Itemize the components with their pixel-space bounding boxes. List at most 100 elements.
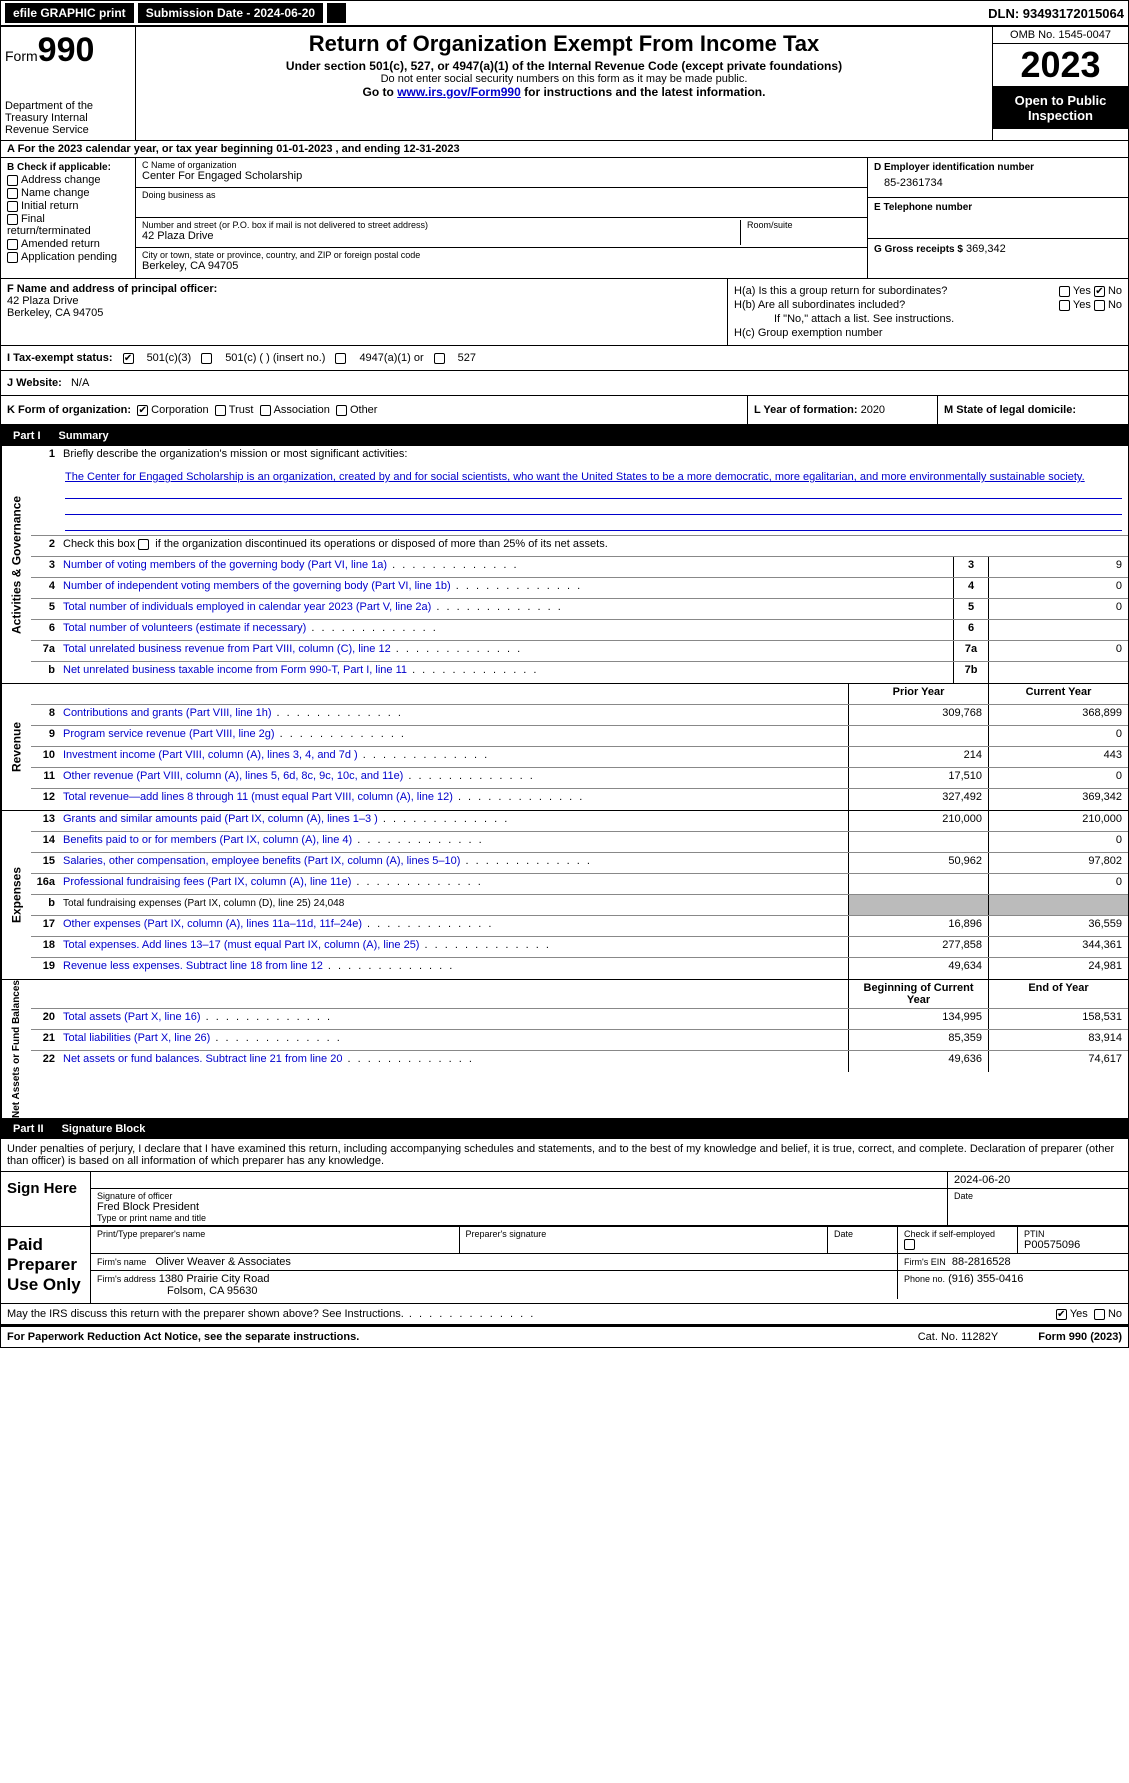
- row-i-j: I Tax-exempt status: 501(c)(3) 501(c) ( …: [1, 346, 1128, 396]
- ptin-value: P00575096: [1024, 1239, 1122, 1251]
- gross-receipts-value: 369,342: [966, 243, 1006, 255]
- chk-initial-return[interactable]: Initial return: [7, 200, 129, 212]
- form-990-page: efile GRAPHIC print Submission Date - 20…: [0, 0, 1129, 1348]
- state-domicile-label: M State of legal domicile:: [944, 404, 1076, 416]
- chk-trust[interactable]: [215, 405, 226, 416]
- summary-line: bNet unrelated business taxable income f…: [31, 662, 1128, 683]
- date-label: Date: [954, 1191, 1122, 1201]
- col-h-group: H(a) Is this a group return for subordin…: [728, 279, 1128, 345]
- h-c-label: H(c) Group exemption number: [734, 327, 1122, 339]
- h-a-yes-checkbox[interactable]: [1059, 286, 1070, 297]
- discuss-no-checkbox[interactable]: [1094, 1309, 1105, 1320]
- row-a-mid: , and ending: [336, 143, 404, 155]
- summary-line: 20Total assets (Part X, line 16)134,9951…: [31, 1009, 1128, 1030]
- summary-line: 13Grants and similar amounts paid (Part …: [31, 811, 1128, 832]
- top-bar: efile GRAPHIC print Submission Date - 20…: [1, 1, 1128, 27]
- part-ii-number: Part II: [7, 1121, 50, 1137]
- h-a-label: H(a) Is this a group return for subordin…: [734, 285, 1059, 297]
- beginning-year-header: Beginning of Current Year: [848, 980, 988, 1008]
- chk-501c[interactable]: [201, 353, 212, 364]
- summary-line: 10Investment income (Part VIII, column (…: [31, 747, 1128, 768]
- yes-label: Yes: [1073, 285, 1091, 297]
- summary-line: 11Other revenue (Part VIII, column (A), …: [31, 768, 1128, 789]
- part-i-header: Part I Summary: [1, 426, 1128, 446]
- discuss-label: May the IRS discuss this return with the…: [7, 1308, 1056, 1320]
- chk-name-change[interactable]: Name change: [7, 187, 129, 199]
- mission-text[interactable]: The Center for Engaged Scholarship is an…: [65, 471, 1085, 483]
- ssn-warning: Do not enter social security numbers on …: [144, 73, 984, 85]
- discuss-yes-checkbox[interactable]: [1056, 1309, 1067, 1320]
- summary-line: 8Contributions and grants (Part VIII, li…: [31, 705, 1128, 726]
- discuss-row: May the IRS discuss this return with the…: [1, 1304, 1128, 1326]
- col-b-header: B Check if applicable:: [7, 162, 129, 173]
- governance-section: Activities & Governance 1 Briefly descri…: [1, 446, 1128, 684]
- blank-button[interactable]: [327, 3, 346, 23]
- summary-line: 15Salaries, other compensation, employee…: [31, 853, 1128, 874]
- preparer-name-label: Print/Type preparer's name: [97, 1229, 453, 1239]
- perjury-statement: Under penalties of perjury, I declare th…: [1, 1139, 1128, 1172]
- chk-other[interactable]: [336, 405, 347, 416]
- chk-association[interactable]: [260, 405, 271, 416]
- ein-value: 85-2361734: [874, 173, 1122, 189]
- firm-addr-label: Firm's address: [97, 1274, 156, 1284]
- summary-line: 22Net assets or fund balances. Subtract …: [31, 1051, 1128, 1072]
- chk-4947[interactable]: [335, 353, 346, 364]
- row-f-h: F Name and address of principal officer:…: [1, 279, 1128, 346]
- col-c-org-info: C Name of organization Center For Engage…: [136, 158, 868, 278]
- officer-label: F Name and address of principal officer:: [7, 283, 721, 295]
- current-year-header: Current Year: [988, 684, 1128, 704]
- summary-line: 21Total liabilities (Part X, line 26)85,…: [31, 1030, 1128, 1051]
- addr-label: Number and street (or P.O. box if mail i…: [142, 220, 734, 230]
- dept-label: Department of the Treasury Internal Reve…: [5, 100, 131, 136]
- ein-label: D Employer identification number: [874, 162, 1122, 173]
- chk-amended-return[interactable]: Amended return: [7, 238, 129, 250]
- chk-discontinued[interactable]: [138, 539, 149, 550]
- officer-line3: Berkeley, CA 94705: [7, 307, 721, 319]
- tax-year-begin: 01-01-2023: [276, 143, 332, 155]
- ptin-label: PTIN: [1024, 1229, 1122, 1239]
- goto-link[interactable]: www.irs.gov/Form990: [397, 85, 521, 99]
- efile-print-button[interactable]: efile GRAPHIC print: [5, 3, 134, 23]
- summary-line: 16aProfessional fundraising fees (Part I…: [31, 874, 1128, 895]
- part-i-number: Part I: [7, 428, 47, 444]
- dln-label: DLN: 93493172015064: [988, 6, 1124, 21]
- no-label: No: [1108, 285, 1122, 297]
- h-a-no-checkbox[interactable]: [1094, 286, 1105, 297]
- chk-self-employed[interactable]: [904, 1239, 915, 1250]
- org-name: Center For Engaged Scholarship: [142, 170, 861, 182]
- summary-line: 6Total number of volunteers (estimate if…: [31, 620, 1128, 641]
- mission-label: Briefly describe the organization's miss…: [63, 448, 407, 460]
- vlabel-expenses: Expenses: [1, 811, 31, 979]
- form-subtitle: Under section 501(c), 527, or 4947(a)(1)…: [144, 59, 984, 73]
- chk-corporation[interactable]: [137, 405, 148, 416]
- col-f-officer: F Name and address of principal officer:…: [1, 279, 728, 345]
- form-number: 990: [38, 31, 95, 69]
- chk-501c3[interactable]: [123, 353, 134, 364]
- vlabel-governance: Activities & Governance: [1, 446, 31, 683]
- chk-application-pending[interactable]: Application pending: [7, 251, 129, 263]
- org-name-label: C Name of organization: [142, 160, 861, 170]
- submission-date-button[interactable]: Submission Date - 2024-06-20: [138, 3, 323, 23]
- row-a-pre: A For the 2023 calendar year, or tax yea…: [7, 143, 276, 155]
- h-b-yes-checkbox[interactable]: [1059, 300, 1070, 311]
- firm-ein: 88-2816528: [952, 1256, 1011, 1268]
- paperwork-notice: For Paperwork Reduction Act Notice, see …: [7, 1331, 918, 1343]
- summary-line: 14Benefits paid to or for members (Part …: [31, 832, 1128, 853]
- col-d-e-g: D Employer identification number 85-2361…: [868, 158, 1128, 278]
- chk-final-return[interactable]: Final return/terminated: [7, 213, 129, 237]
- summary-line: 18Total expenses. Add lines 13–17 (must …: [31, 937, 1128, 958]
- room-label: Room/suite: [747, 220, 861, 230]
- part-ii-header: Part II Signature Block: [1, 1119, 1128, 1139]
- firm-name: Oliver Weaver & Associates: [155, 1256, 291, 1268]
- firm-addr2: Folsom, CA 95630: [97, 1285, 258, 1297]
- form-title: Return of Organization Exempt From Incom…: [144, 31, 984, 57]
- chk-address-change[interactable]: Address change: [7, 174, 129, 186]
- website-label: J Website:: [7, 377, 62, 389]
- firm-addr1: 1380 Prairie City Road: [159, 1273, 270, 1285]
- summary-line: 9Program service revenue (Part VIII, lin…: [31, 726, 1128, 747]
- paid-preparer-label: Paid Preparer Use Only: [1, 1227, 91, 1303]
- tax-exempt-label: I Tax-exempt status:: [7, 352, 113, 364]
- chk-527[interactable]: [434, 353, 445, 364]
- h-b-no-checkbox[interactable]: [1094, 300, 1105, 311]
- goto-pre: Go to: [363, 85, 398, 99]
